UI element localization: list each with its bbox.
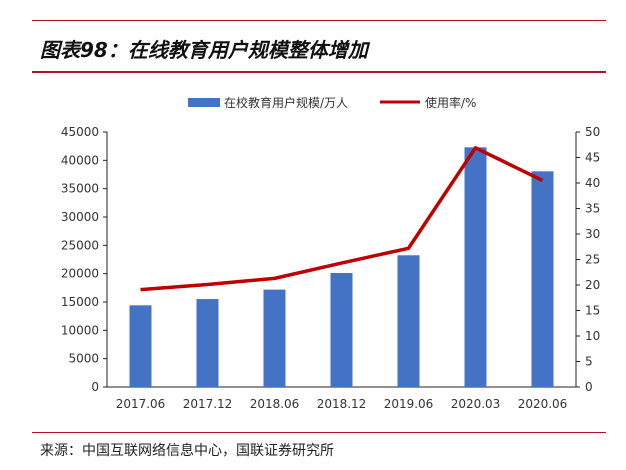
y-left-tick-label: 15000 [61,295,99,309]
legend-bar-label: 在校教育用户规模/万人 [224,95,348,110]
bar [397,255,420,387]
x-tick-label: 2017.12 [183,397,233,411]
legend-bar-swatch [188,98,220,107]
y-left-tick-label: 40000 [61,153,99,167]
y-right-tick-label: 25 [585,253,600,267]
x-tick-label: 2018.06 [250,397,300,411]
bar [330,272,353,387]
y-left-tick-label: 25000 [61,238,99,252]
x-tick-label: 2018.12 [317,397,367,411]
y-right-tick-label: 10 [585,329,600,343]
y-right-tick-label: 30 [585,227,600,241]
bar [263,289,286,387]
y-left-tick-label: 35000 [61,182,99,196]
source-rule [32,432,606,433]
y-right-tick-label: 45 [585,151,600,165]
y-left-tick-label: 45000 [61,125,99,139]
y-left-tick-label: 5000 [68,352,99,366]
y-left-tick-label: 30000 [61,210,99,224]
x-tick-label: 2020.06 [518,397,568,411]
y-right-tick-label: 5 [585,355,593,369]
y-right-tick-label: 40 [585,176,600,190]
page-title: 图表98：在线教育用户规模整体增加 [40,38,368,62]
y-right-tick-label: 15 [585,304,600,318]
y-right-tick-label: 0 [585,380,593,394]
y-right-tick-label: 20 [585,278,600,292]
y-left-tick-label: 0 [91,380,99,394]
x-tick-label: 2019.06 [384,397,434,411]
bar [129,305,152,387]
y-right-tick-label: 50 [585,125,600,139]
title-top-rule [32,20,606,21]
bar [464,147,487,387]
bar [196,299,219,387]
source-note: 来源：中国互联网络信息中心，国联证券研究所 [40,443,334,459]
x-tick-label: 2017.06 [116,397,166,411]
y-left-tick-label: 20000 [61,267,99,281]
legend-line-label: 使用率/% [425,95,476,110]
bar [531,171,554,387]
x-tick-label: 2020.03 [451,397,501,411]
title-bottom-rule [32,71,606,73]
y-right-tick-label: 35 [585,202,600,216]
y-left-tick-label: 10000 [61,323,99,337]
